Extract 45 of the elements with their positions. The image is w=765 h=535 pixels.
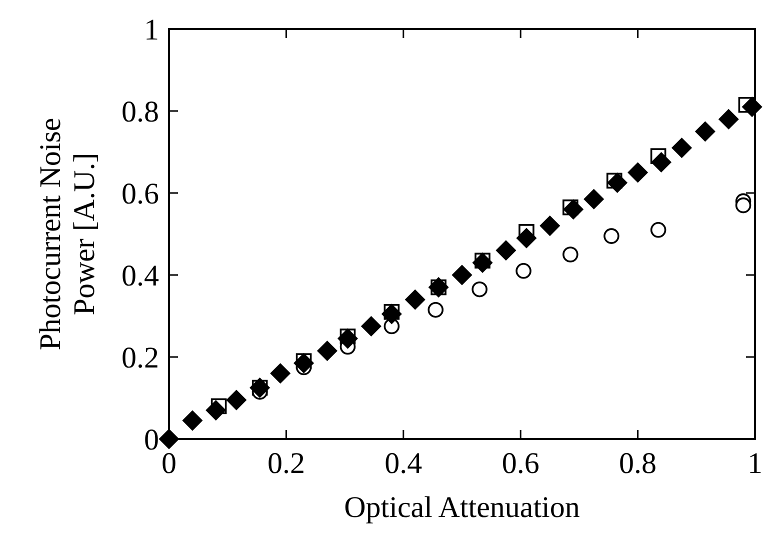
point (428, 302, 444, 318)
point (562, 246, 578, 262)
point (628, 162, 648, 182)
point (672, 138, 692, 158)
point (159, 429, 179, 449)
point (735, 197, 752, 214)
y-tick-label: 0.4 (122, 260, 159, 292)
point (604, 228, 620, 244)
y-tick-label: 0 (144, 424, 159, 456)
point (516, 263, 532, 279)
point (338, 328, 358, 348)
point (516, 228, 536, 248)
point (226, 390, 246, 410)
x-axis-title: Optical Attenuation (344, 491, 580, 524)
y-tick-label: 1 (144, 14, 159, 46)
point (607, 172, 628, 193)
y-tick-label: 0.6 (122, 178, 159, 210)
y-tick-label: 0.2 (122, 342, 159, 374)
point (182, 410, 202, 430)
point (496, 240, 516, 260)
point (361, 316, 382, 336)
point (270, 364, 290, 384)
point (540, 216, 560, 236)
point (718, 109, 739, 130)
point (472, 252, 492, 273)
point (206, 400, 226, 420)
point (650, 222, 666, 238)
point (742, 97, 762, 117)
x-tick-label: 0.2 (267, 447, 305, 480)
point (563, 200, 584, 220)
point (405, 290, 426, 310)
point (294, 353, 314, 374)
point (472, 281, 488, 298)
point (317, 340, 338, 361)
x-tick-label: 1 (748, 447, 762, 480)
point (382, 304, 402, 324)
x-tick-label: 0.4 (384, 447, 422, 480)
point (452, 265, 472, 285)
x-tick-label: 0.8 (619, 447, 657, 480)
point (695, 122, 716, 142)
point (651, 152, 672, 172)
point (584, 189, 604, 210)
y-tick-label: 0.8 (122, 96, 159, 128)
y-axis-title: Photocurrent Noise Power [A.U.] (34, 118, 101, 350)
x-tick-label: 0.6 (502, 447, 540, 480)
